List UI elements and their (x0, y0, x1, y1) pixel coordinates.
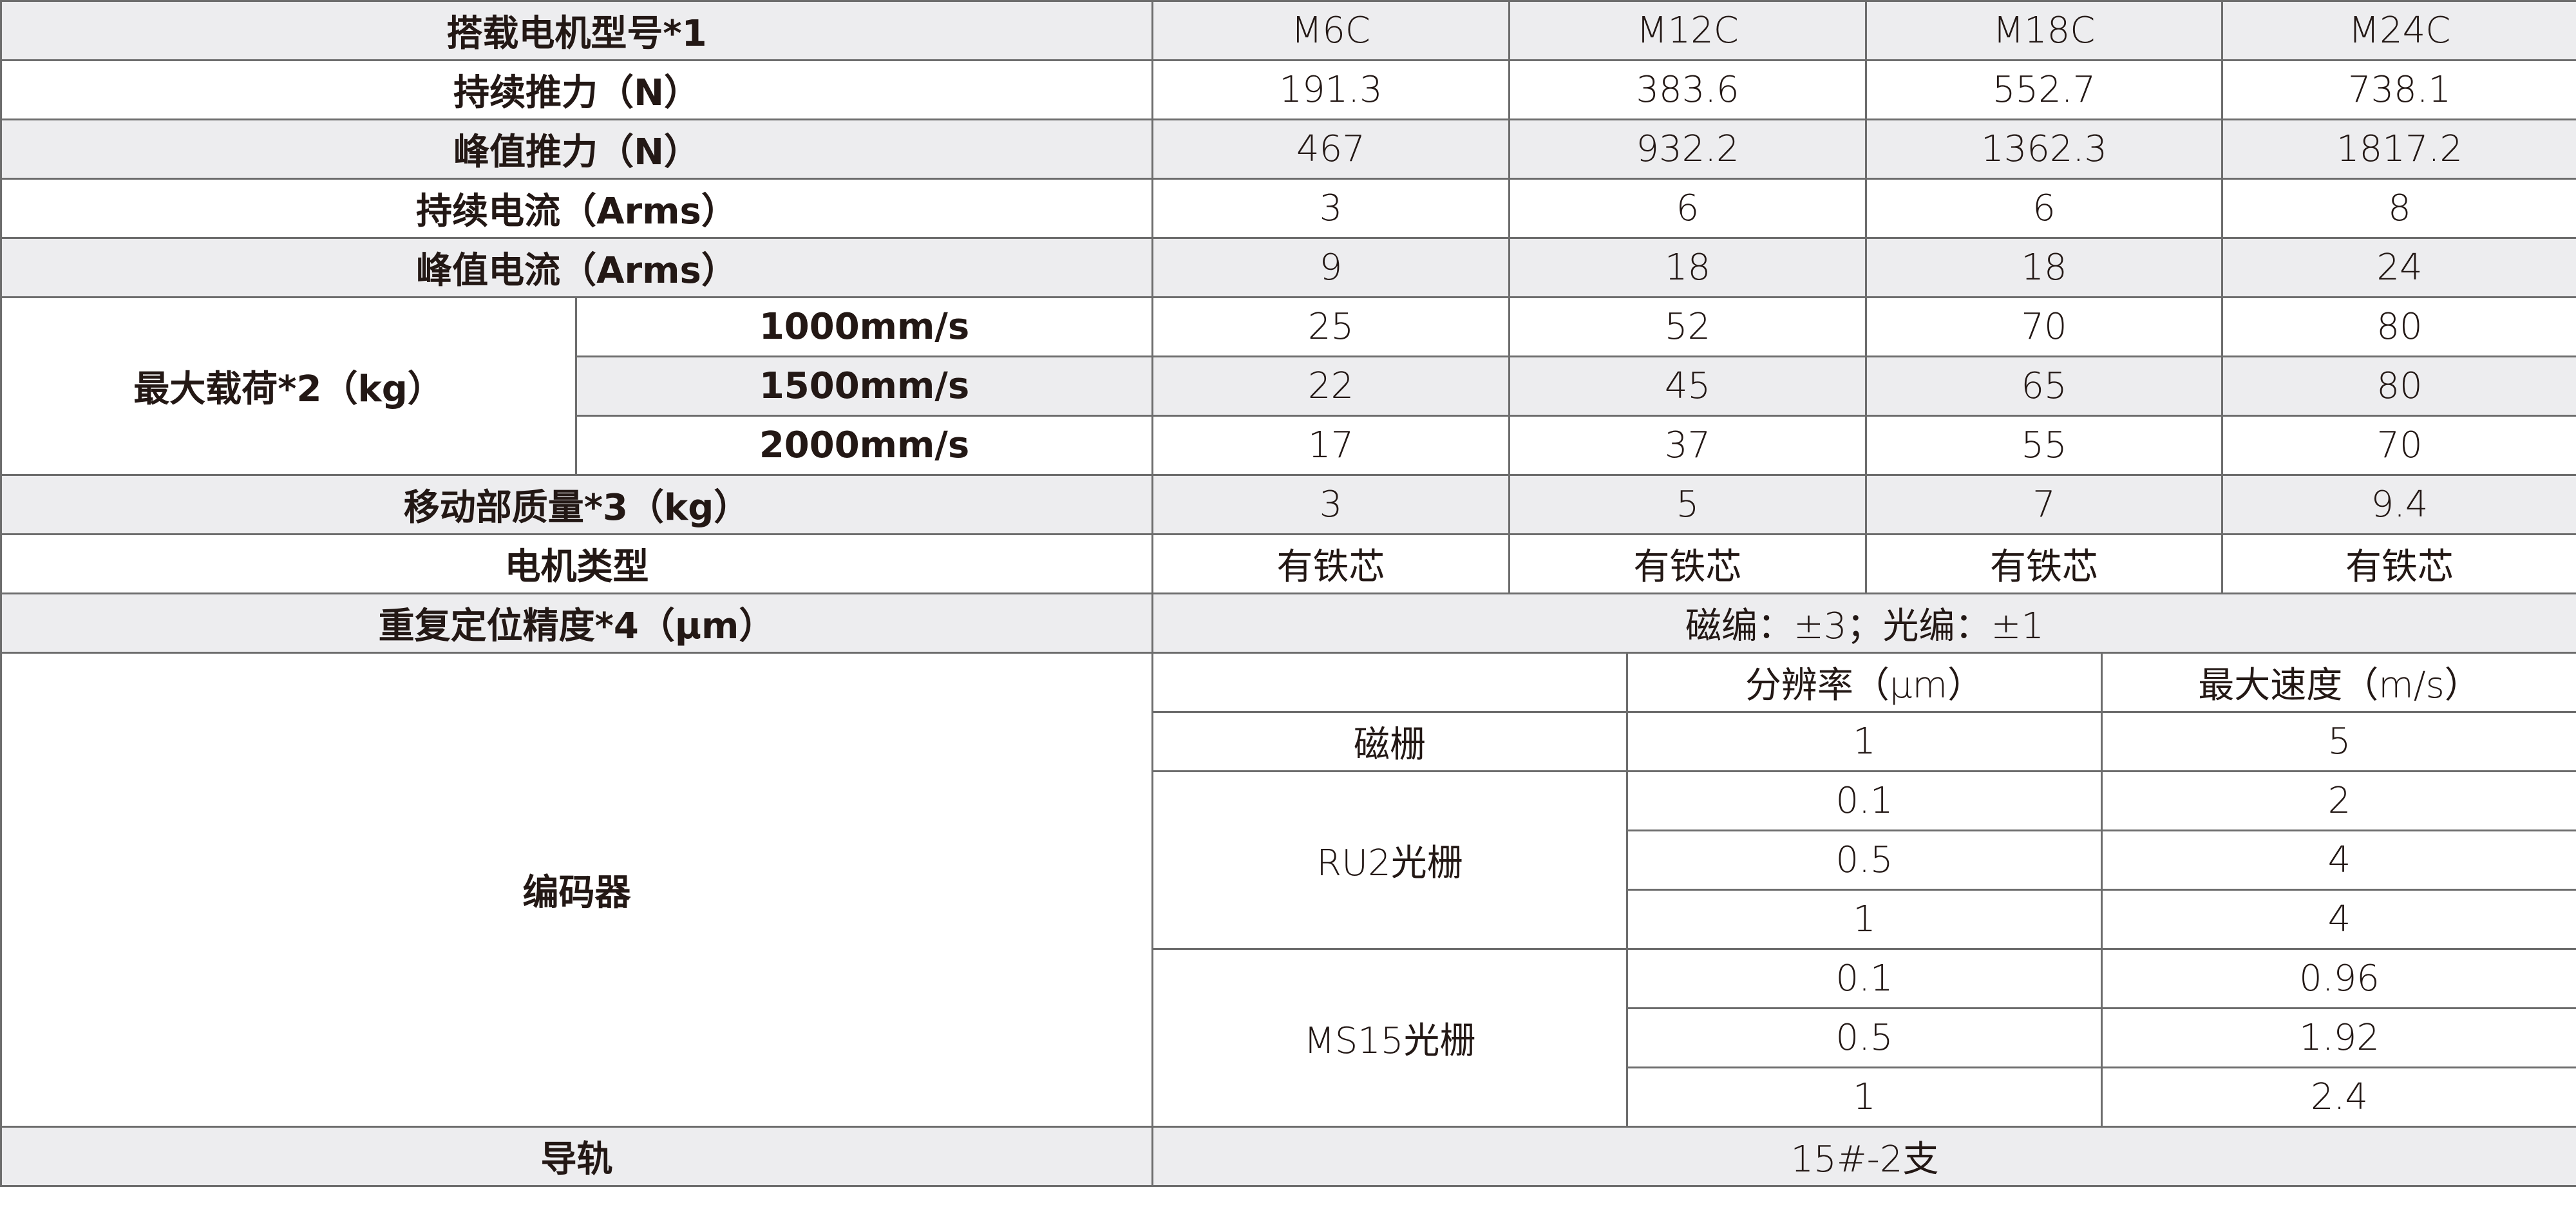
speed-label: 1000mm/s (575, 296, 1153, 357)
model-m6c: M6C (1151, 0, 1510, 61)
encoder-row: 磁栅 1 5 (1, 711, 2576, 772)
max-load-row: 2000mm/s 17 37 55 70 (1, 415, 2576, 476)
encoder-row: 1 2.4 (1, 1067, 2576, 1128)
encoder-label: 编码器 (0, 652, 1153, 1128)
repeatability-row: 重复定位精度*4（μm） 磁编：±3；光编：±1 (0, 593, 2576, 654)
cell (1151, 652, 1628, 713)
cell: 80 (2221, 296, 2576, 357)
cell: 0.5 (1626, 1007, 2103, 1068)
cell: 24 (2221, 237, 2576, 298)
moving-mass-row: 移动部质量*3（kg） 3 5 7 9.4 (0, 474, 2576, 535)
cell: 15#-2支 (1151, 1126, 2576, 1187)
resolution-header: 分辨率（μm） (1626, 652, 2103, 713)
model-m18c: M18C (1865, 0, 2223, 61)
cell: 1 (1626, 1067, 2103, 1128)
header-label: 搭载电机型号*1 (0, 0, 1153, 61)
model-m24c: M24C (2221, 0, 2576, 61)
cell: 3 (1151, 178, 1510, 239)
spec-table: 搭载电机型号*1 M6C M12C M18C M24C 持续推力（N） 191.… (0, 0, 2576, 1187)
row-label: 导轨 (0, 1126, 1153, 1187)
cell: 6 (1865, 178, 2223, 239)
table-row: 峰值电流（Arms） 9 18 18 24 (0, 237, 2576, 298)
cell: 70 (2221, 415, 2576, 476)
speed-label: 2000mm/s (575, 415, 1153, 476)
row-label: 持续电流（Arms） (0, 178, 1153, 239)
speed-label: 1500mm/s (575, 356, 1153, 417)
encoder-row: RU2光栅 0.1 2 (1, 770, 2576, 950)
cell: 2.4 (2101, 1067, 2576, 1128)
cell: 4 (2101, 830, 2576, 891)
encoder-type: MS15光栅 (1151, 948, 1628, 1128)
encoder-row: 0.5 4 (1, 830, 2576, 891)
max-load-row: 最大载荷*2（kg） 1000mm/s 25 52 70 80 (0, 296, 2576, 476)
cell: 18 (1508, 237, 1867, 298)
cell: 5 (1508, 474, 1867, 535)
row-label: 峰值推力（N） (0, 119, 1153, 180)
header-row: 搭载电机型号*1 M6C M12C M18C M24C (0, 0, 2576, 61)
encoder-row: MS15光栅 0.1 0.96 (1, 948, 2576, 1128)
cell: 0.5 (1626, 830, 2103, 891)
encoder-row: 0.5 1.92 (1, 1007, 2576, 1068)
table-row: 持续电流（Arms） 3 6 6 8 (0, 178, 2576, 239)
cell: 467 (1151, 119, 1510, 180)
cell: 5 (2101, 711, 2576, 772)
cell: 738.1 (2221, 59, 2576, 120)
rail-row: 导轨 15#-2支 (0, 1126, 2576, 1187)
encoder-header-row: 编码器 分辨率（μm） 最大速度（m/s） (0, 652, 2576, 1128)
row-label: 移动部质量*3（kg） (0, 474, 1153, 535)
table-row: 峰值推力（N） 467 932.2 1362.3 1817.2 (0, 119, 2576, 180)
cell: 383.6 (1508, 59, 1867, 120)
encoder-type: 磁栅 (1151, 711, 1628, 772)
cell: 1362.3 (1865, 119, 2223, 180)
motor-type-row: 电机类型 有铁芯 有铁芯 有铁芯 有铁芯 (0, 533, 2576, 594)
encoder-type: RU2光栅 (1151, 770, 1628, 950)
cell: 22 (1151, 356, 1510, 417)
cell: 9 (1151, 237, 1510, 298)
row-label: 峰值电流（Arms） (0, 237, 1153, 298)
row-label: 持续推力（N） (0, 59, 1153, 120)
table-row: 持续推力（N） 191.3 383.6 552.7 738.1 (0, 59, 2576, 120)
cell: 25 (1151, 296, 1510, 357)
cell: 1 (1626, 889, 2103, 950)
cell: 191.3 (1151, 59, 1510, 120)
cell: 1 (1626, 711, 2103, 772)
cell: 55 (1865, 415, 2223, 476)
cell: 17 (1151, 415, 1510, 476)
cell: 有铁芯 (1151, 533, 1510, 594)
encoder-row: 1 4 (1, 889, 2576, 950)
cell: 1.92 (2101, 1007, 2576, 1068)
cell: 9.4 (2221, 474, 2576, 535)
cell: 52 (1508, 296, 1867, 357)
cell: 4 (2101, 889, 2576, 950)
max-load-label: 最大载荷*2（kg） (0, 296, 577, 476)
cell: 0.1 (1626, 948, 2103, 1009)
cell: 2 (2101, 770, 2576, 831)
model-m12c: M12C (1508, 0, 1867, 61)
cell: 0.1 (1626, 770, 2103, 831)
cell: 18 (1865, 237, 2223, 298)
cell: 0.96 (2101, 948, 2576, 1009)
max-load-row: 1500mm/s 22 45 65 80 (1, 356, 2576, 417)
cell: 70 (1865, 296, 2223, 357)
cell: 932.2 (1508, 119, 1867, 180)
cell: 有铁芯 (2221, 533, 2576, 594)
row-label: 电机类型 (0, 533, 1153, 594)
cell: 65 (1865, 356, 2223, 417)
row-label: 重复定位精度*4（μm） (0, 593, 1153, 654)
cell: 磁编：±3；光编：±1 (1151, 593, 2576, 654)
cell: 7 (1865, 474, 2223, 535)
cell: 1817.2 (2221, 119, 2576, 180)
cell: 80 (2221, 356, 2576, 417)
speed-header: 最大速度（m/s） (2101, 652, 2576, 713)
cell: 3 (1151, 474, 1510, 535)
cell: 8 (2221, 178, 2576, 239)
cell: 有铁芯 (1865, 533, 2223, 594)
cell: 45 (1508, 356, 1867, 417)
cell: 有铁芯 (1508, 533, 1867, 594)
cell: 6 (1508, 178, 1867, 239)
cell: 37 (1508, 415, 1867, 476)
cell: 552.7 (1865, 59, 2223, 120)
